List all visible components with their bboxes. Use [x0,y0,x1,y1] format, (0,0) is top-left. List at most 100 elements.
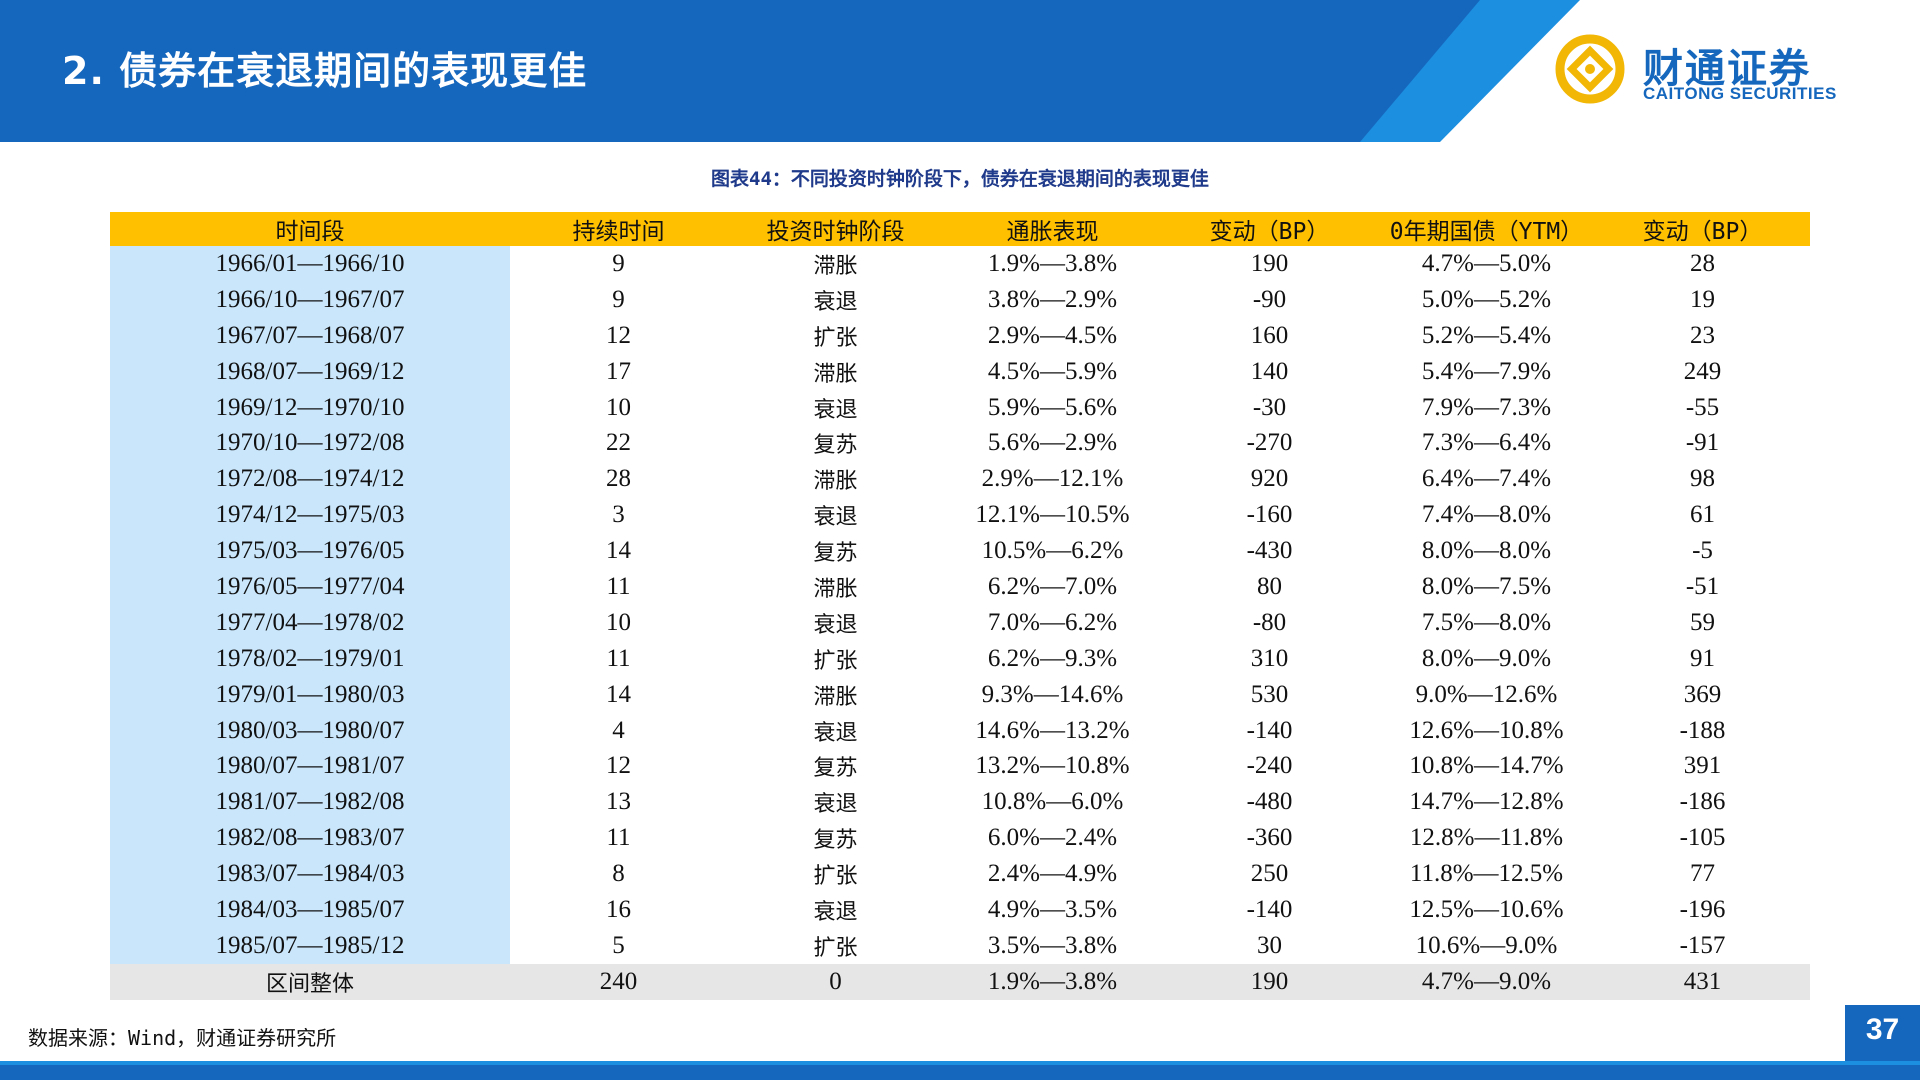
data-source-note: 数据来源：Wind，财通证券研究所 [28,1026,337,1050]
cell-clock-phase: 滞胀 [813,684,858,710]
table-row: 1967/07—1968/07 12 扩张 2.9%—4.5% 160 5.2%—5.4%… [110,317,1810,354]
cell-treasury-ytm: 7.5%—8.0% [1421,608,1552,636]
cell-period: 1985/07—1985/12 [110,927,510,964]
cell-ytm-change: 91 [1690,644,1715,672]
cell-treasury-ytm: 7.3%—6.4% [1421,429,1552,457]
cell-duration: 17 [606,357,631,385]
cell-period: 1975/03—1976/05 [110,533,510,570]
cell-inflation: 10.8%—6.0% [981,788,1124,816]
cell-inflation-change: 920 [1250,465,1289,493]
cell-ytm-change: 59 [1690,608,1715,636]
table-row: 1981/07—1982/08 13 衰退 10.8%—6.0% -480 14.7%—1… [110,784,1810,821]
cell-ytm-change: 249 [1683,357,1722,385]
bond-cycle-table: 时间段 持续时间 投资时钟阶段 通胀表现 变动（BP） 0年期国债（YTM） 变… [110,212,1810,1000]
cell-clock-phase: 复苏 [813,433,858,459]
cell-clock-phase: 衰退 [813,899,858,925]
cell-ytm-change: 369 [1683,680,1722,708]
cell-ytm-change: -5 [1692,537,1713,565]
page-number-box: 37 [1845,1005,1920,1061]
cell-clock-phase: 0 [727,963,944,1000]
cell-ytm-change: 19 [1690,285,1715,313]
cell-inflation: 1.9%—3.8% [944,963,1161,1000]
cell-inflation: 2.9%—12.1% [981,465,1124,493]
cell-duration: 240 [510,963,727,1000]
cell-inflation-change: 530 [1250,680,1289,708]
cell-inflation: 1.9%—3.8% [987,249,1118,277]
cell-period: 1984/03—1985/07 [110,892,510,928]
cell-inflation-change: 160 [1250,321,1289,349]
cell-duration: 12 [606,321,631,349]
table-row: 1976/05—1977/04 11 滞胀 6.2%—7.0% 80 8.0%—7.5% -… [110,569,1810,605]
cell-clock-phase: 衰退 [813,289,858,315]
cell-inflation-change: -30 [1252,393,1287,421]
cell-ytm-change: -157 [1679,931,1726,959]
title-banner: 2. 债券在衰退期间的表现更佳 财通证券 CAITONG SECURITIES [0,0,1920,142]
table-row: 1982/08—1983/07 11 复苏 6.0%—2.4% -360 12.8%—11… [110,820,1810,857]
table-header: 时间段 持续时间 投资时钟阶段 通胀表现 变动（BP） 0年期国债（YTM） 变… [110,212,1810,246]
cell-period: 1970/10—1972/08 [110,425,510,462]
cell-duration: 11 [606,644,631,672]
table-row: 1968/07—1969/12 17 滞胀 4.5%—5.9% 140 5.4%—7.9%… [110,353,1810,390]
cell-period: 1977/04—1978/02 [110,604,510,641]
cell-inflation: 7.0%—6.2% [987,608,1118,636]
cell-treasury-ytm: 12.5%—10.6% [1409,895,1564,923]
cell-inflation: 2.4%—4.9% [987,860,1118,888]
cell-clock-phase: 衰退 [813,720,858,746]
cell-clock-phase: 衰退 [813,397,858,423]
cell-period: 1966/10—1967/07 [110,281,510,318]
cell-treasury-ytm: 9.0%—12.6% [1415,680,1558,708]
table-row: 1972/08—1974/12 28 滞胀 2.9%—12.1% 920 6.4%—7.4… [110,461,1810,498]
cell-inflation: 3.5%—3.8% [987,931,1118,959]
cell-clock-phase: 滞胀 [813,253,858,279]
cell-duration: 13 [606,788,631,816]
cell-clock-phase: 衰退 [813,792,858,818]
table-body: 1966/01—1966/10 9 滞胀 1.9%—3.8% 190 4.7%—5.0% 2… [110,246,1810,1000]
page-number: 37 [1865,1013,1900,1046]
cell-treasury-ytm: 6.4%—7.4% [1421,465,1552,493]
table-row: 1985/07—1985/12 5 扩张 3.5%—3.8% 30 10.6%—9.0% -… [110,927,1810,964]
cell-duration: 16 [606,895,631,923]
cell-treasury-ytm: 14.7%—12.8% [1409,788,1564,816]
cell-duration: 5 [612,931,625,959]
cell-clock-phase: 滞胀 [813,469,858,495]
table-row: 1975/03—1976/05 14 复苏 10.5%—6.2% -430 8.0%—8.… [110,533,1810,570]
page-title: 2. 债券在衰退期间的表现更佳 [62,49,588,93]
col-header-clock-phase: 投资时钟阶段 [727,212,944,246]
cell-ytm-change: 391 [1683,752,1722,780]
cell-treasury-ytm: 11.8%—12.5% [1409,860,1564,888]
table-row: 1983/07—1984/03 8 扩张 2.4%—4.9% 250 11.8%—12.5… [110,856,1810,893]
cell-duration: 9 [612,249,625,277]
cell-duration: 14 [606,680,631,708]
figure-caption: 图表44：不同投资时钟阶段下，债券在衰退期间的表现更佳 [711,168,1209,190]
cell-period: 1981/07—1982/08 [110,784,510,821]
cell-inflation: 10.5%—6.2% [981,537,1124,565]
cell-ytm-change: -186 [1679,788,1726,816]
logo-chinese-name: 财通证券 [1643,46,1811,92]
cell-treasury-ytm: 8.0%—9.0% [1421,644,1552,672]
table-row: 1978/02—1979/01 11 扩张 6.2%—9.3% 310 8.0%—9.0%… [110,640,1810,677]
cell-ytm-change: 431 [1595,963,1810,1000]
cell-inflation-change: -360 [1246,824,1293,852]
table-row: 1984/03—1985/07 16 衰退 4.9%—3.5% -140 12.5%—10… [110,892,1810,928]
cell-ytm-change: -105 [1679,824,1726,852]
cell-inflation-change: -270 [1246,429,1293,457]
footer-bar [0,1061,1920,1080]
cell-period: 区间整体 [110,963,510,1000]
cell-inflation: 12.1%—10.5% [975,501,1130,529]
cell-clock-phase: 衰退 [813,505,858,531]
cell-period: 1983/07—1984/03 [110,856,510,893]
cell-ytm-change: -188 [1679,716,1726,744]
cell-ytm-change: -196 [1679,895,1726,923]
cell-inflation: 5.9%—5.6% [987,393,1118,421]
cell-duration: 10 [606,608,631,636]
cell-inflation: 2.9%—4.5% [987,321,1118,349]
cell-inflation-change: -140 [1246,716,1293,744]
cell-duration: 4 [612,716,625,744]
cell-duration: 9 [612,285,625,313]
cell-period: 1982/08—1983/07 [110,820,510,857]
cell-period: 1968/07—1969/12 [110,353,510,390]
cell-inflation: 13.2%—10.8% [975,752,1130,780]
cell-treasury-ytm: 5.0%—5.2% [1421,285,1552,313]
col-header-period: 时间段 [110,212,510,246]
cell-clock-phase: 扩张 [813,648,858,674]
